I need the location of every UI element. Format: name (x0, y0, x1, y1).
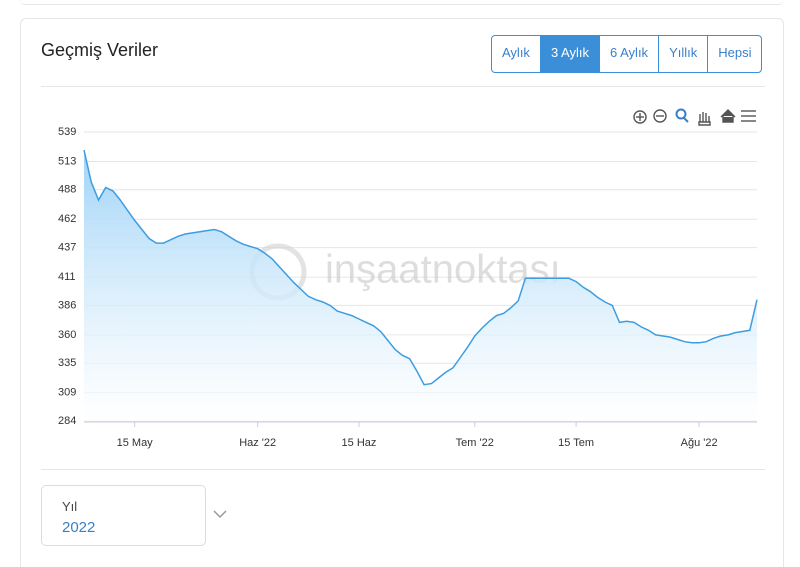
range-button[interactable]: 6 Aylık (599, 36, 658, 72)
range-buttons: Aylık 3 Aylık 6 Aylık Yıllık Hepsi (491, 35, 763, 73)
range-button[interactable]: 3 Aylık (539, 36, 599, 72)
range-button[interactable]: Yıllık (658, 36, 707, 72)
divider (41, 86, 765, 87)
card-title: Geçmiş Veriler (41, 40, 159, 60)
chevron (213, 510, 227, 519)
year-select[interactable]: Yıl 2022 (41, 485, 227, 546)
select-value: 2022 (62, 519, 96, 536)
card (20, 18, 784, 567)
divider (41, 469, 765, 470)
range-button[interactable]: Aylık (502, 45, 530, 60)
range-button[interactable]: Hepsi (707, 36, 761, 72)
previous-card-edge (20, 0, 784, 5)
select-label: Yıl (62, 499, 78, 514)
